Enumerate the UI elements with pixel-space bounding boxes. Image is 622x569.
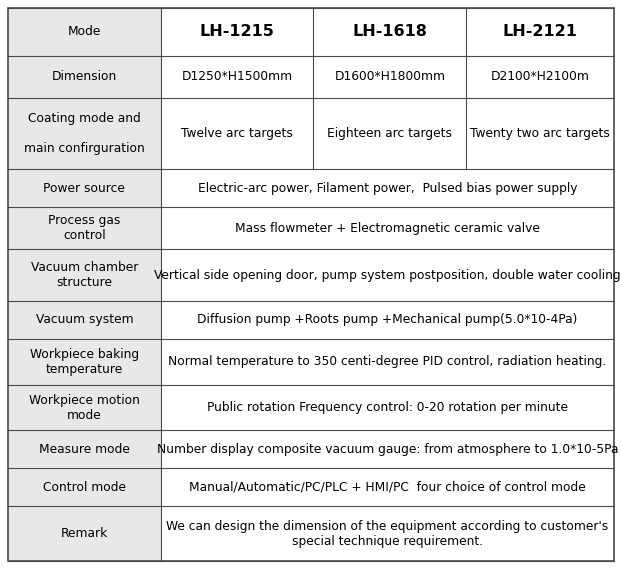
Text: Public rotation Frequency control: 0-20 rotation per minute: Public rotation Frequency control: 0-20 …	[207, 401, 568, 414]
Bar	[160, 339, 614, 385]
Text: Dimension: Dimension	[52, 70, 117, 83]
Text: Coating mode and

main confirguration: Coating mode and main confirguration	[24, 112, 145, 155]
Bar	[8, 385, 160, 431]
Text: Vacuum system: Vacuum system	[35, 314, 133, 327]
Text: Remark: Remark	[61, 527, 108, 540]
Text: Electric-arc power, Filament power,  Pulsed bias power supply: Electric-arc power, Filament power, Puls…	[198, 182, 577, 195]
Bar	[160, 170, 614, 207]
Text: Process gas
control: Process gas control	[48, 214, 121, 242]
Bar	[466, 56, 614, 98]
Bar	[8, 8, 160, 56]
Bar	[8, 56, 160, 98]
Bar	[8, 98, 160, 170]
Bar	[160, 98, 313, 170]
Text: Mode: Mode	[68, 26, 101, 39]
Text: Manual/Automatic/PC/PLC + HMI/PC  four choice of control mode: Manual/Automatic/PC/PLC + HMI/PC four ch…	[189, 481, 586, 494]
Text: Measure mode: Measure mode	[39, 443, 130, 456]
Bar	[8, 339, 160, 385]
Bar	[160, 301, 614, 339]
Bar	[160, 385, 614, 431]
Bar	[313, 8, 466, 56]
Text: D1600*H1800mm: D1600*H1800mm	[335, 70, 445, 83]
Bar	[160, 8, 313, 56]
Bar	[8, 170, 160, 207]
Text: LH-1618: LH-1618	[353, 24, 427, 39]
Text: Workpiece baking
temperature: Workpiece baking temperature	[30, 348, 139, 376]
Text: We can design the dimension of the equipment according to customer's
special tec: We can design the dimension of the equip…	[166, 519, 608, 547]
Text: LH-2121: LH-2121	[503, 24, 578, 39]
Bar	[160, 468, 614, 506]
Text: Vertical side opening door, pump system postposition, double water cooling: Vertical side opening door, pump system …	[154, 269, 621, 282]
Bar	[8, 506, 160, 561]
Bar	[313, 56, 466, 98]
Text: Mass flowmeter + Electromagnetic ceramic valve: Mass flowmeter + Electromagnetic ceramic…	[235, 222, 540, 234]
Text: Workpiece motion
mode: Workpiece motion mode	[29, 394, 140, 422]
Bar	[8, 207, 160, 249]
Text: Twenty two arc targets: Twenty two arc targets	[470, 127, 610, 140]
Bar	[466, 98, 614, 170]
Bar	[160, 431, 614, 468]
Text: D1250*H1500mm: D1250*H1500mm	[182, 70, 293, 83]
Text: Vacuum chamber
structure: Vacuum chamber structure	[30, 261, 138, 289]
Bar	[160, 249, 614, 301]
Bar	[8, 468, 160, 506]
Text: Diffusion pump +Roots pump +Mechanical pump(5.0*10-4Pa): Diffusion pump +Roots pump +Mechanical p…	[197, 314, 578, 327]
Bar	[160, 506, 614, 561]
Bar	[8, 431, 160, 468]
Bar	[8, 301, 160, 339]
Text: Control mode: Control mode	[43, 481, 126, 494]
Text: Power source: Power source	[44, 182, 125, 195]
Text: D2100*H2100m: D2100*H2100m	[491, 70, 590, 83]
Bar	[313, 98, 466, 170]
Text: Normal temperature to 350 centi-degree PID control, radiation heating.: Normal temperature to 350 centi-degree P…	[168, 355, 606, 368]
Text: Eighteen arc targets: Eighteen arc targets	[327, 127, 452, 140]
Bar	[160, 56, 313, 98]
Bar	[466, 8, 614, 56]
Text: LH-1215: LH-1215	[200, 24, 274, 39]
Text: Twelve arc targets: Twelve arc targets	[181, 127, 293, 140]
Text: Number display composite vacuum gauge: from atmosphere to 1.0*10-5Pa: Number display composite vacuum gauge: f…	[157, 443, 618, 456]
Bar	[8, 249, 160, 301]
Bar	[160, 207, 614, 249]
